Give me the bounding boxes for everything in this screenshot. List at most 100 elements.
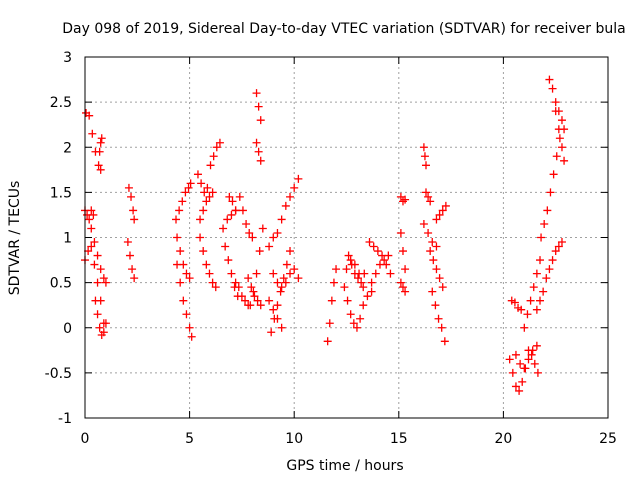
data-point-marker [540,219,549,228]
data-point-marker [426,197,435,206]
series-arc-24 [265,174,303,251]
data-point-marker [202,197,211,206]
data-point-marker [537,233,546,242]
data-point-marker [90,260,99,269]
series-arc-23 [244,274,265,310]
data-point-marker [205,192,214,201]
data-point-marker [365,238,374,247]
data-point-marker [90,238,99,247]
data-point-marker [344,251,353,260]
data-point-marker [428,238,437,247]
data-point-marker [256,156,265,165]
data-point-marker [182,310,191,319]
data-point-marker [273,228,282,237]
series-arc-28 [323,265,341,346]
data-point-marker [286,269,295,278]
data-point-marker [435,210,444,219]
data-point-marker [254,147,263,156]
data-point-marker [510,298,519,307]
data-point-marker [380,256,389,265]
data-point-marker [386,269,395,278]
data-point-marker [332,265,341,274]
data-point-marker [511,350,520,359]
data-point-marker [542,274,551,283]
data-point-marker [215,138,224,147]
data-point-marker [398,283,407,292]
series-arc-08 [123,238,139,283]
data-point-marker [277,323,286,332]
x-axis-label: GPS time / hours [286,458,403,474]
data-point-marker [186,179,195,188]
data-point-marker [323,337,332,346]
data-point-marker [294,274,303,283]
data-point-marker [247,283,256,292]
data-point-marker [371,269,380,278]
data-point-marker [552,152,561,161]
data-point-marker [124,183,133,192]
data-point-marker [269,305,278,314]
data-point-marker [269,233,278,242]
y-tick-label: -1 [58,411,72,427]
data-point-marker [432,215,441,224]
data-point-marker [290,183,299,192]
data-point-marker [421,161,430,170]
data-point-marker [93,251,102,260]
data-point-marker [359,283,368,292]
data-point-marker [265,296,274,305]
data-point-marker [97,134,106,143]
data-point-marker [267,328,276,337]
data-point-marker [252,269,261,278]
series-arc-45 [511,341,541,373]
data-point-marker [87,242,96,251]
data-point-marker [545,75,554,84]
data-point-marker [352,323,361,332]
data-point-marker [85,215,94,224]
data-point-marker [526,296,535,305]
series-arc-22 [246,224,267,310]
series-arc-27 [265,296,286,332]
data-point-marker [269,269,278,278]
data-point-marker [424,228,433,237]
x-axis-ticks: 0 5 10 15 20 25 [81,57,617,447]
data-point-marker [88,129,97,138]
series-arc-05 [91,296,110,339]
data-point-marker [532,305,541,314]
series-arc-16 [225,192,240,215]
data-point-marker [363,292,372,301]
data-point-marker [254,102,263,111]
series-arc-06 [95,134,106,156]
grid-lines [85,57,608,418]
series-arc-41 [426,247,447,292]
data-point-marker [277,215,286,224]
data-point-marker [130,215,139,224]
data-point-marker [273,314,282,323]
series-arc-26 [269,265,303,292]
data-point-marker [440,337,449,346]
data-point-marker [520,364,529,373]
data-point-marker [178,197,187,206]
series-arc-34 [396,192,410,206]
data-point-marker [130,274,139,283]
series-arc-19 [235,192,257,242]
data-point-marker [435,274,444,283]
data-point-marker [244,274,253,283]
series-arc-21 [252,138,265,165]
data-point-marker [181,188,190,197]
data-point-marker [527,350,536,359]
y-tick-label: 1.5 [50,185,72,201]
data-point-marker [438,283,447,292]
data-point-marker [200,188,209,197]
series-arc-09 [172,179,195,224]
data-point-marker [428,287,437,296]
series-arc-31 [342,256,376,301]
data-point-marker [346,256,355,265]
data-point-marker [520,323,529,332]
data-point-marker [375,260,384,269]
data-point-marker [539,287,548,296]
data-point-marker [176,278,185,287]
data-point-marker [250,292,259,301]
data-point-marker [419,143,428,152]
data-point-marker [255,247,264,256]
series-arc-02 [81,206,98,224]
data-point-marker [96,138,105,147]
